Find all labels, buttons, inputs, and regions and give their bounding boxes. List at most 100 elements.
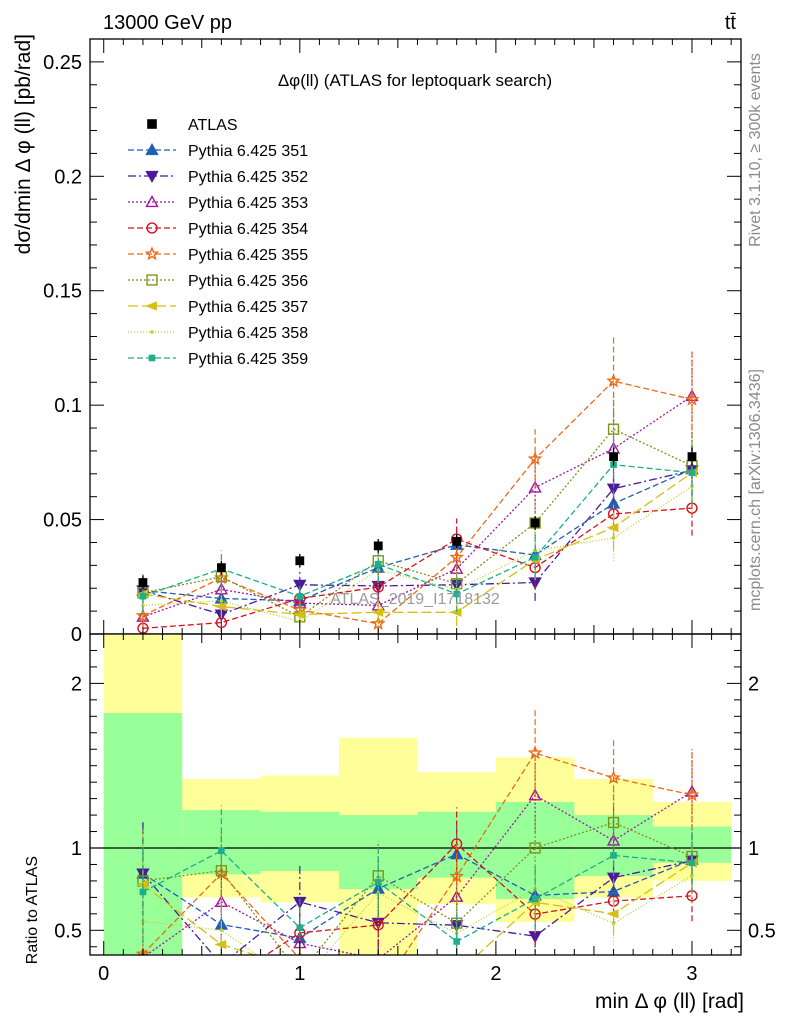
data-point	[611, 536, 616, 540]
marker-shape	[296, 592, 304, 600]
legend-label: Pythia 6.425 354	[188, 221, 308, 238]
marker-shape	[293, 579, 307, 592]
marker-shape	[609, 452, 618, 462]
legend-entry: Pythia 6.425 354	[128, 221, 308, 238]
ratio-tick-label-right: 2	[748, 673, 759, 695]
legend-marker	[150, 330, 154, 334]
series-line	[142, 507, 693, 629]
marker-shape	[139, 888, 147, 896]
ratio-series-line	[142, 853, 693, 939]
ratio-point	[138, 989, 148, 999]
y-tick-label: 0.25	[43, 52, 82, 74]
data-point	[527, 451, 543, 466]
series-line	[142, 395, 693, 618]
data-point	[371, 607, 384, 617]
legend: ATLAS Pythia 6.425 351 Pythia 6.425 352 Pyt…	[128, 117, 308, 368]
series-line	[142, 428, 693, 618]
legend-entry: Pythia 6.425 352	[128, 169, 308, 186]
marker-shape	[606, 373, 621, 388]
x-tick-label: 2	[490, 963, 501, 985]
ratio-point	[373, 968, 383, 976]
series-line	[142, 464, 693, 597]
marker-shape	[296, 924, 304, 932]
ratio-point	[374, 878, 382, 886]
ratio-point	[690, 873, 694, 878]
x-tick-label: 1	[294, 963, 305, 985]
y-tick-label: 0	[71, 624, 82, 646]
marker-shape	[611, 536, 616, 540]
ratio-point	[219, 928, 224, 933]
atlas-data	[138, 447, 697, 590]
legend-label: Pythia 6.425 355	[188, 247, 308, 264]
ratio-point	[449, 868, 465, 883]
ratio-tick-label: 2	[71, 673, 82, 695]
x-axis-label: min Δ φ (ll) [rad]	[595, 990, 744, 1013]
legend-label: Pythia 6.425 352	[188, 169, 308, 186]
ratio-point	[216, 960, 227, 970]
marker-shape	[528, 788, 542, 801]
main-plot-area	[135, 337, 700, 634]
legend-marker	[146, 274, 158, 286]
data-point	[292, 609, 305, 620]
rivet-version-label: Rivet 3.1.10, ≥ 300k events	[747, 53, 764, 247]
marker-shape	[453, 938, 460, 945]
marker-shape	[451, 970, 461, 978]
x-tick-label: 0	[98, 963, 109, 985]
legend-label: Pythia 6.425 356	[188, 273, 308, 290]
legend-label: ATLAS	[188, 117, 238, 134]
marker-shape	[531, 554, 539, 561]
marker-shape	[145, 170, 159, 183]
legend-marker	[146, 222, 158, 234]
legend-label: Pythia 6.425 351	[188, 143, 308, 160]
marker-shape	[216, 563, 226, 573]
ratio-point	[372, 919, 384, 931]
legend-entry: Pythia 6.425 358	[128, 325, 308, 342]
marker-shape	[688, 469, 696, 476]
data-point	[687, 452, 697, 462]
ratio-point	[218, 847, 225, 855]
data-point	[607, 423, 620, 435]
data-point	[453, 590, 460, 598]
ratio-tick-label-right: 0.5	[748, 920, 776, 942]
data-point	[295, 556, 305, 566]
ratio-point	[296, 924, 304, 932]
marker-shape	[527, 745, 543, 760]
data-point	[452, 536, 462, 546]
data-point	[373, 541, 383, 551]
ratio-frame	[89, 633, 742, 956]
data-point	[216, 563, 226, 573]
marker-shape	[148, 354, 156, 362]
data-point	[609, 452, 618, 462]
marker-shape	[146, 274, 158, 286]
legend-label: Pythia 6.425 353	[188, 195, 308, 212]
legend-entry: Pythia 6.425 357	[128, 299, 308, 316]
ratio-series-line	[142, 850, 693, 943]
data-point	[138, 578, 148, 587]
ratio-band-inner	[260, 811, 340, 872]
marker-shape	[372, 919, 384, 931]
marker-shape	[373, 968, 383, 976]
legend-marker	[145, 170, 159, 183]
marker-shape	[371, 607, 384, 617]
ratio-point	[529, 842, 541, 854]
marker-shape	[135, 946, 151, 955]
ratio-point	[528, 788, 542, 801]
data-point	[293, 579, 307, 592]
y-tick-label: 0.1	[54, 395, 82, 417]
marker-shape	[685, 784, 699, 797]
marker-shape	[141, 603, 145, 608]
ratio-point	[216, 979, 226, 989]
legend-label: Pythia 6.425 357	[188, 299, 308, 316]
ratio-point	[531, 895, 539, 903]
ratio-series-line	[145, 791, 693, 955]
y-axis-label: dσ/dmin Δ φ (ll) [pb/rad]	[12, 34, 35, 254]
marker-shape	[138, 989, 148, 999]
marker-shape	[373, 988, 384, 998]
ratio-point	[684, 787, 700, 802]
marker-shape	[292, 609, 305, 620]
marker-shape	[147, 119, 157, 129]
legend-marker	[145, 143, 159, 156]
legend-entry: Pythia 6.425 356	[128, 273, 308, 290]
marker-shape	[219, 928, 224, 933]
